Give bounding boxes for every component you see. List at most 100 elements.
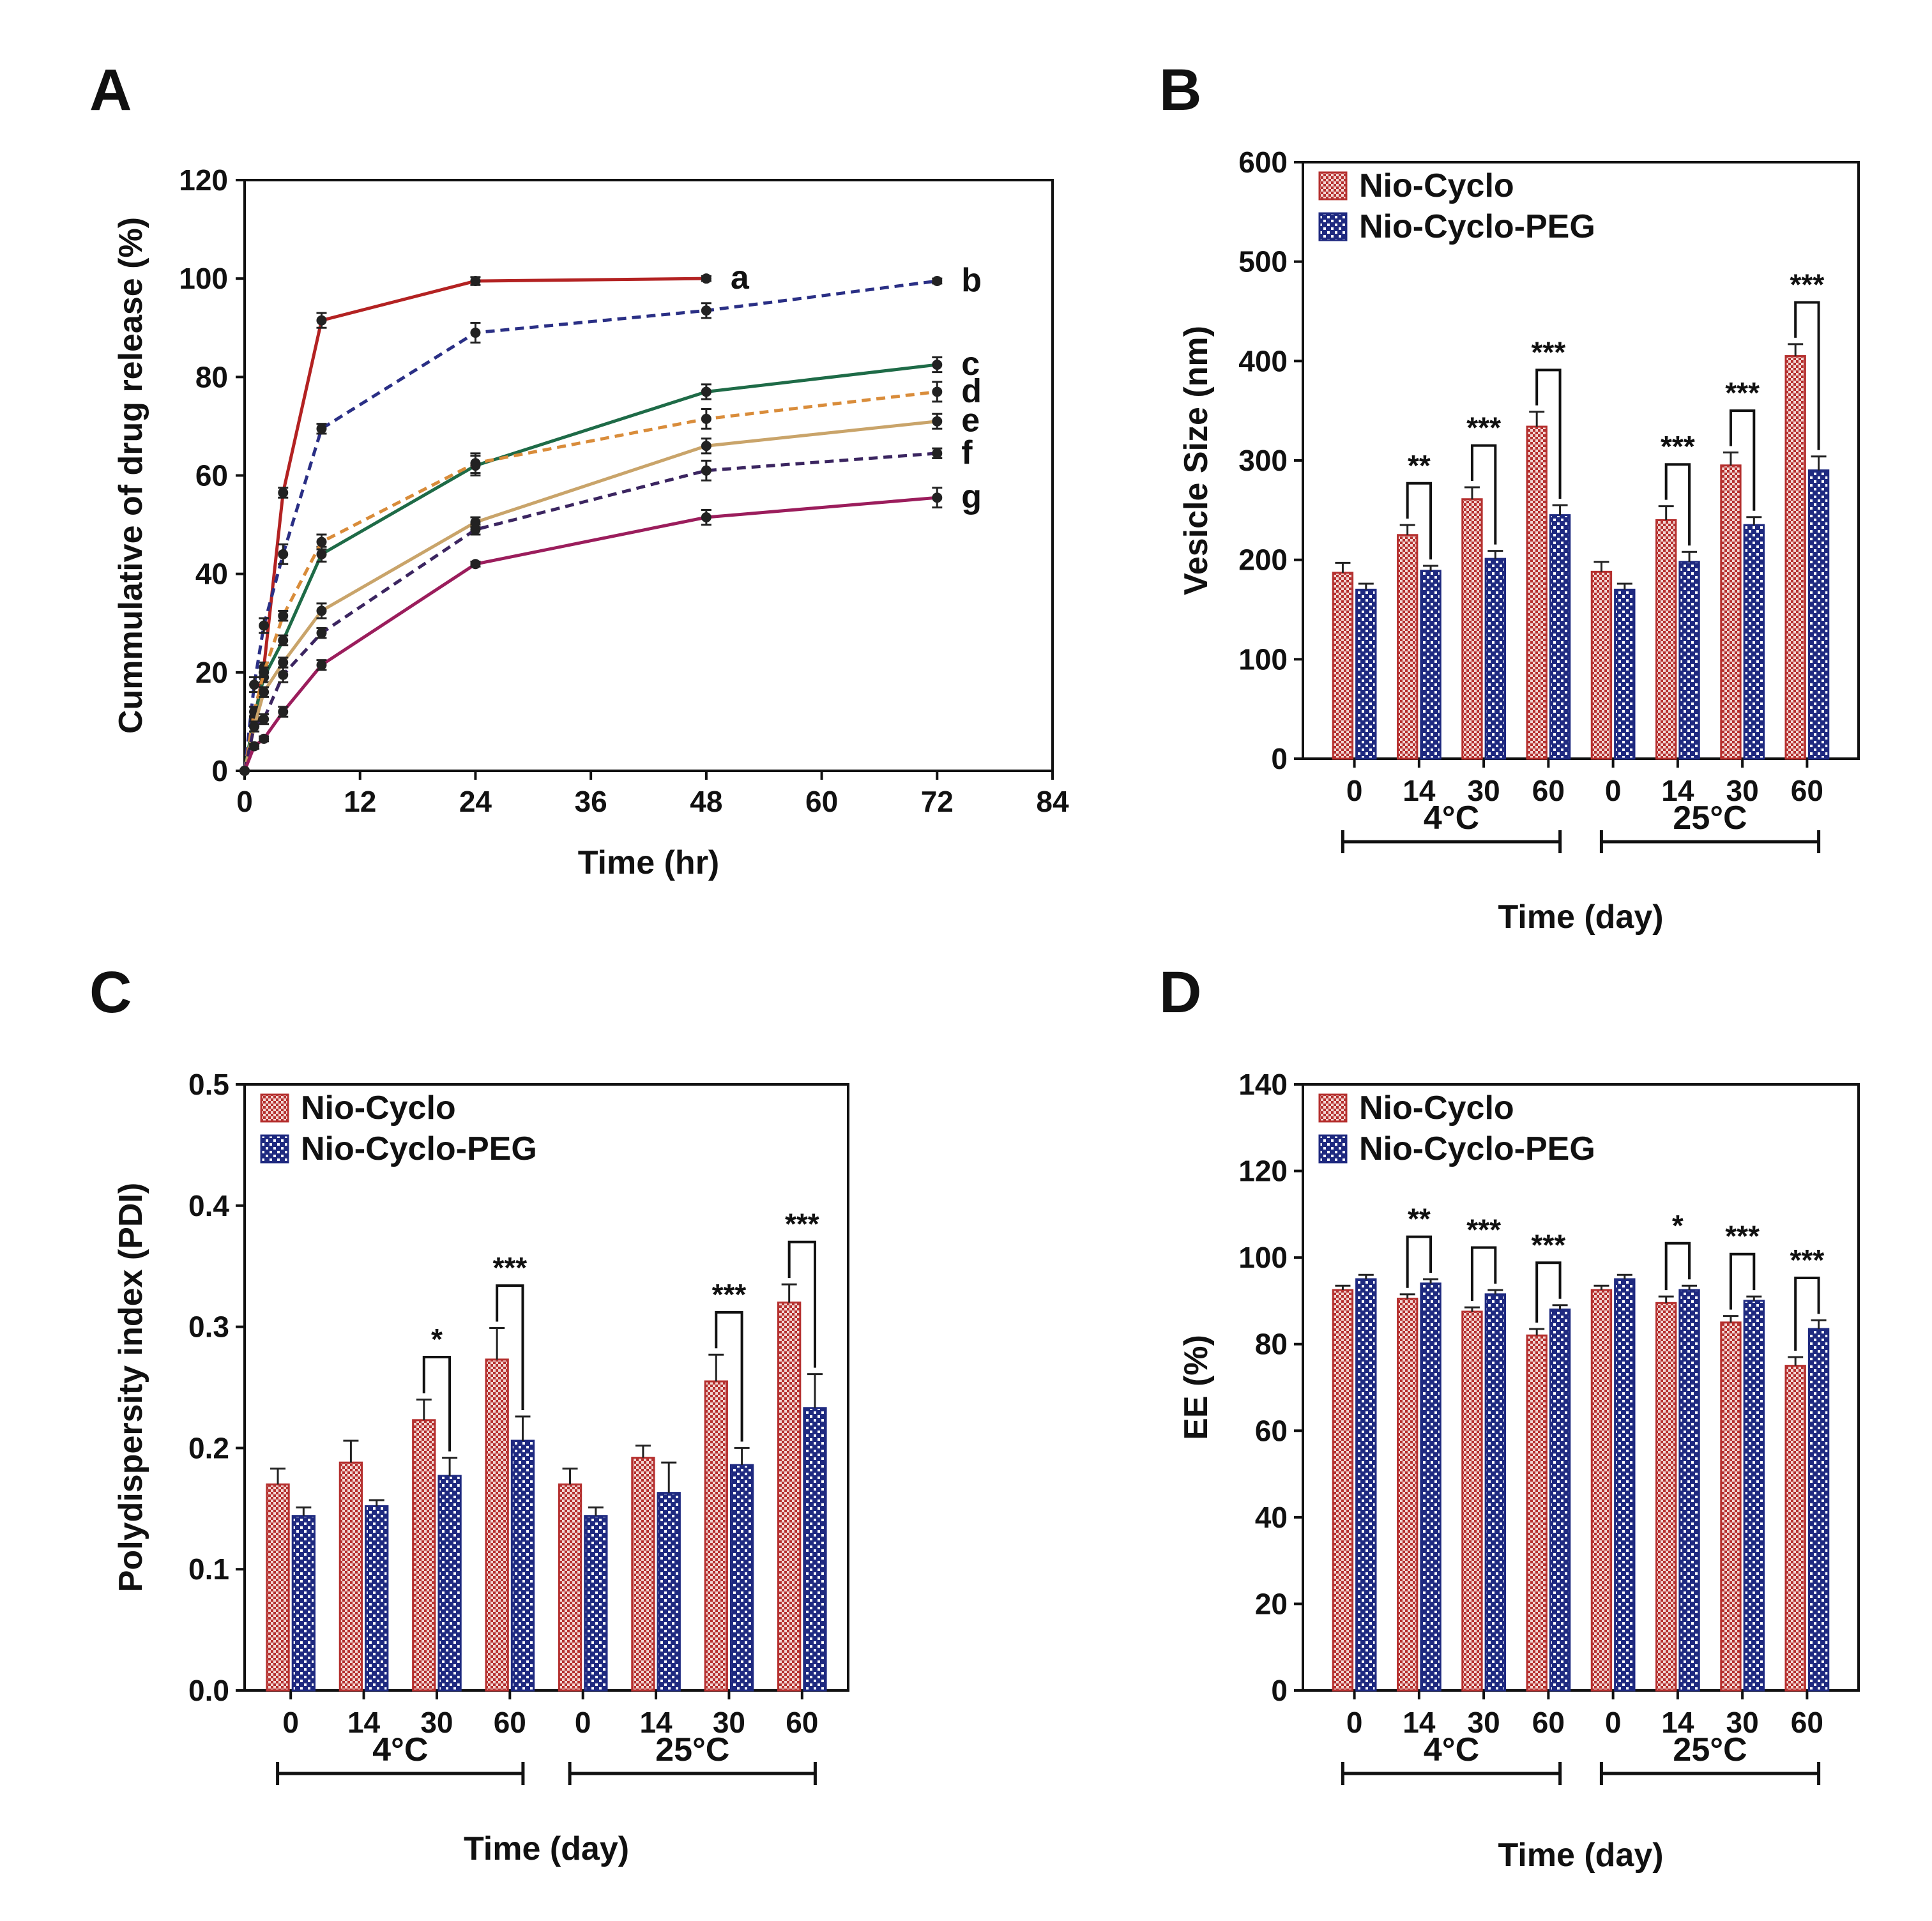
y-tick-label: 0.1	[188, 1553, 229, 1586]
data-point	[316, 628, 327, 639]
data-point	[316, 660, 327, 671]
significance-label: ***	[712, 1278, 747, 1311]
y-axis-label: Cummulative of drug release (%)	[112, 217, 149, 734]
y-axis-label: Polydispersity index (PDI)	[112, 1183, 149, 1593]
significance-label: ***	[1661, 430, 1695, 463]
plot-frame	[1302, 1083, 1860, 1692]
legend-label: Nio-Cyclo-PEG	[1359, 1130, 1595, 1167]
bar-nio-cyclo	[266, 1483, 290, 1692]
legend-label: Nio-Cyclo	[1359, 167, 1514, 204]
series-line-f	[243, 452, 938, 771]
bar-nio-cyclo	[1720, 464, 1742, 760]
bar-nio-cyclo	[631, 1457, 655, 1692]
significance-label: **	[1408, 449, 1431, 482]
significance-label: ***	[1532, 1228, 1566, 1261]
data-point	[470, 458, 481, 469]
y-tick-label: 0.4	[188, 1189, 229, 1222]
data-point	[701, 413, 711, 424]
x-tick-label: 48	[690, 785, 722, 818]
series-end-label-b: b	[961, 262, 982, 299]
bar-nio-cyclo	[1590, 1289, 1613, 1692]
series-line-e	[243, 420, 938, 771]
bar-nio-cyclo-peg	[584, 1515, 608, 1692]
bar-nio-cyclo	[1720, 1321, 1742, 1692]
bar-nio-cyclo-peg	[1549, 514, 1571, 760]
x-tick-label: 12	[344, 785, 376, 818]
group-label: 25°C	[1673, 800, 1747, 837]
significance-bracket	[1664, 1241, 1691, 1291]
y-tick-label: 20	[1255, 1587, 1288, 1620]
bar-nio-cyclo	[1461, 1310, 1483, 1692]
x-tick-label: 0	[1605, 1706, 1622, 1739]
legend-swatch	[1318, 171, 1348, 201]
x-tick-label: 36	[575, 785, 607, 818]
bar-nio-cyclo-peg	[657, 1492, 681, 1692]
data-point	[932, 276, 943, 287]
series-end-label-a: a	[731, 259, 750, 296]
group-label: 4°C	[372, 1731, 428, 1768]
bar-nio-cyclo	[558, 1483, 582, 1692]
data-point	[278, 487, 289, 498]
group-label: 25°C	[655, 1731, 729, 1768]
x-tick-label: 0	[575, 1706, 591, 1739]
y-tick-label: 100	[179, 262, 228, 295]
bar-nio-cyclo	[1332, 572, 1354, 760]
y-tick-label: 100	[1238, 1241, 1288, 1274]
x-tick-label: 14	[1403, 774, 1436, 807]
plot-frame	[243, 179, 1054, 772]
legend-swatch	[260, 1134, 289, 1164]
x-tick-label: 14	[347, 1706, 381, 1739]
series-line-c	[243, 363, 938, 771]
significance-bracket	[422, 1356, 452, 1452]
bar-nio-cyclo-peg	[510, 1439, 535, 1692]
y-tick-label: 0.5	[188, 1068, 229, 1101]
significance-label: ***	[785, 1208, 819, 1241]
y-tick-label: 140	[1238, 1068, 1288, 1101]
data-point	[278, 549, 289, 559]
bar-nio-cyclo-peg	[1807, 1328, 1830, 1692]
significance-label: ***	[1532, 335, 1566, 368]
y-tick-label: 400	[1238, 344, 1288, 377]
y-tick-label: 0.2	[188, 1431, 229, 1464]
series-end-label-c: c	[961, 345, 980, 383]
significance-bracket	[1535, 368, 1562, 499]
x-tick-label: 30	[1726, 1706, 1759, 1739]
significance-label: *	[1672, 1209, 1684, 1242]
series-end-label-f: f	[961, 434, 973, 471]
legend-label: Nio-Cyclo-PEG	[301, 1130, 537, 1167]
data-point	[470, 276, 481, 287]
data-point	[932, 416, 943, 427]
data-point	[316, 423, 327, 434]
data-point	[278, 669, 289, 680]
significance-bracket	[1729, 1252, 1756, 1310]
data-point	[932, 492, 943, 503]
data-point	[470, 327, 481, 338]
significance-bracket	[1470, 444, 1497, 545]
bar-nio-cyclo-peg	[1420, 570, 1441, 760]
x-tick-label: 60	[1791, 774, 1823, 807]
x-tick-label: 60	[1532, 774, 1565, 807]
data-point	[278, 657, 289, 668]
x-tick-label: 30	[1468, 1706, 1500, 1739]
bar-nio-cyclo	[1784, 355, 1806, 760]
bar-nio-cyclo	[704, 1380, 728, 1692]
data-point	[259, 733, 270, 744]
x-tick-label: 30	[1726, 774, 1759, 807]
y-tick-label: 80	[1255, 1328, 1288, 1361]
data-point	[249, 721, 260, 732]
y-tick-label: 200	[1238, 543, 1288, 577]
data-point	[470, 524, 481, 535]
bar-nio-cyclo	[1397, 534, 1419, 760]
legend-label: Nio-Cyclo-PEG	[1359, 208, 1595, 245]
significance-label: ***	[1466, 411, 1501, 444]
x-tick-label: 30	[713, 1706, 745, 1739]
x-tick-label: 30	[1468, 774, 1500, 807]
y-tick-label: 0.3	[188, 1310, 229, 1344]
panel-label-a: A	[89, 57, 132, 123]
y-tick-label: 100	[1238, 642, 1288, 676]
legend-label: Nio-Cyclo	[1359, 1090, 1514, 1127]
legend-swatch	[1318, 212, 1348, 241]
x-axis-label: Time (hr)	[578, 844, 720, 881]
legend-swatch	[1318, 1134, 1348, 1164]
